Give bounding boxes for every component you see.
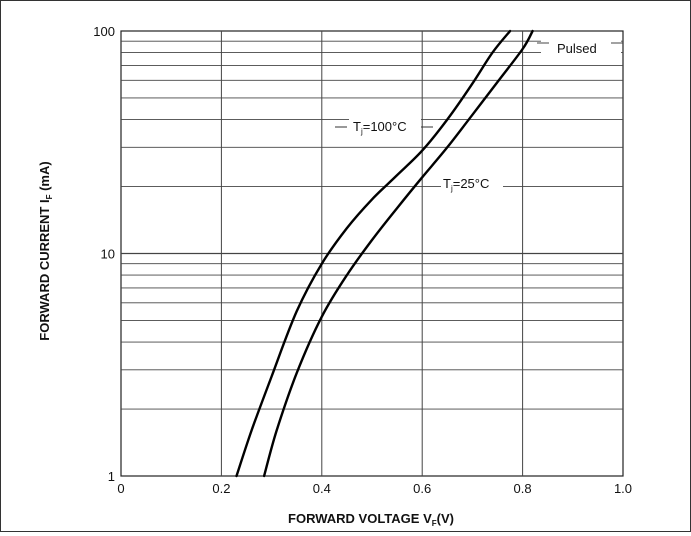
y-tick-label: 100 [93,24,115,39]
x-tick-label: 0 [117,481,124,496]
y-tick-label: 1 [108,469,115,484]
pulsed-label: Pulsed [557,41,597,56]
x-tick-label: 0.4 [313,481,331,496]
label-tj-100c: Tj=100°C [353,119,407,136]
curves [235,29,534,478]
y-axis-label: FORWARD CURRENT IF (mA) [37,161,54,340]
x-tick-label: 1.0 [614,481,632,496]
curve-tj-100c [235,29,512,478]
grid [120,30,624,477]
t100-label-bg [349,115,421,135]
annotations: Pulsed Tj=100°C Tj=25°C [335,37,623,193]
x-axis-label: FORWARD VOLTAGE VF(V) [288,511,454,528]
t25-label-bg [441,171,503,193]
x-tick-label: 0.8 [514,481,532,496]
x-tick-labels: 0 0.2 0.4 0.6 0.8 1.0 [117,481,632,496]
x-tick-label: 0.6 [413,481,431,496]
label-tj-25c: Tj=25°C [443,176,489,193]
curve-tj-25c [262,29,534,478]
y-tick-labels: 1 10 100 [93,24,115,484]
y-tick-label: 10 [101,247,115,262]
x-tick-label: 0.2 [212,481,230,496]
pulsed-label-bg [541,37,621,59]
